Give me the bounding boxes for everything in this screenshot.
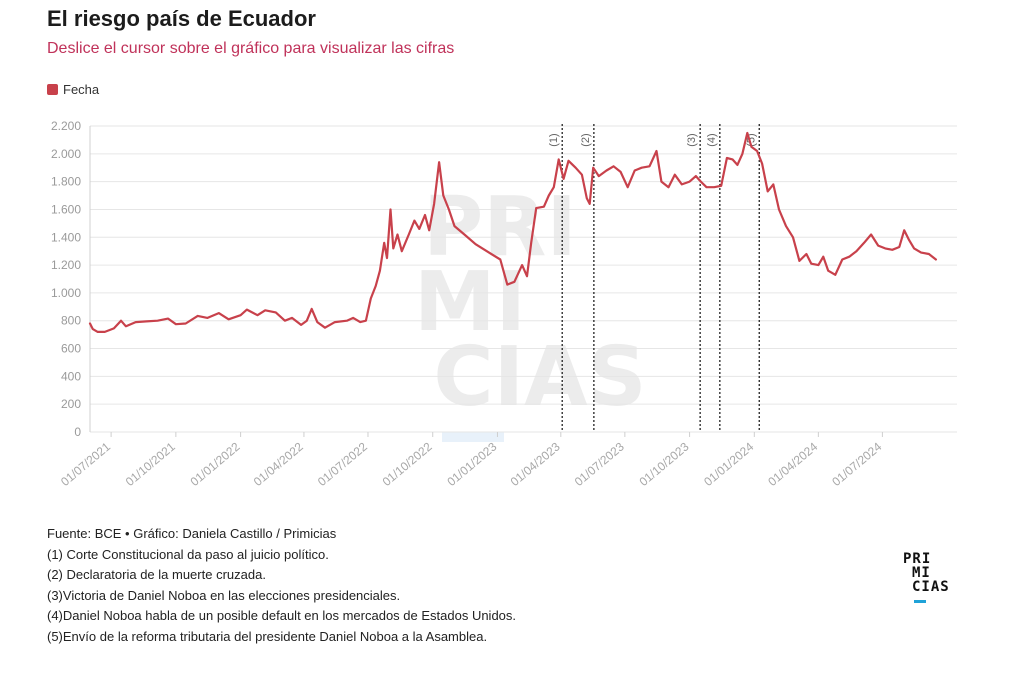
annotations: (1) (2) (3) (4) (5) — [548, 124, 760, 432]
logo-line-3: CIAS — [912, 579, 950, 595]
y-tick-label: 600 — [61, 342, 81, 356]
logo-line-2: MI — [912, 565, 931, 581]
logo-line-1: PRI — [903, 551, 932, 567]
footnote-4: (4)Daniel Noboa habla de un posible defa… — [47, 608, 517, 623]
logo-accent-bar — [914, 600, 926, 603]
x-tick-label: 01/07/2022 — [315, 439, 370, 489]
y-tick-label: 2.200 — [51, 119, 81, 133]
watermark-bar — [442, 432, 504, 442]
legend[interactable]: Fecha — [47, 82, 99, 97]
series[interactable] — [88, 131, 937, 333]
y-tick-label: 200 — [61, 397, 81, 411]
y-tick-label: 1.200 — [51, 258, 81, 272]
grid — [89, 125, 957, 433]
y-tick-label: 0 — [74, 425, 81, 439]
x-tick-label: 01/10/2023 — [636, 439, 691, 489]
x-tick-label: 01/04/2022 — [251, 439, 306, 489]
annotation-label: (1) — [548, 133, 560, 146]
chart-subtitle: Deslice el cursor sobre el gráfico para … — [47, 40, 455, 57]
annotation-label: (4) — [706, 133, 718, 146]
primicias-logo: PRI MI CIAS — [903, 552, 963, 594]
footnote-2: (2) Declaratoria de la muerte cruzada. — [47, 567, 266, 582]
source-note: Fuente: BCE • Gráfico: Daniela Castillo … — [47, 526, 337, 541]
y-tick-label: 400 — [61, 369, 81, 383]
y-tick-label: 1.000 — [51, 286, 81, 300]
chart-title: El riesgo país de Ecuador — [47, 6, 316, 31]
y-tick-label: 1.800 — [51, 175, 81, 189]
watermark-line-2: MI — [414, 255, 526, 350]
watermark-line-3: CIAS — [433, 330, 646, 425]
footnote-5: (5)Envío de la reforma tributaria del pr… — [47, 628, 488, 644]
x-tick-label: 01/04/2023 — [508, 439, 563, 489]
x-tick-label: 01/01/2022 — [188, 439, 243, 489]
x-tick-label: 01/10/2021 — [123, 439, 178, 489]
x-tick-label: 01/07/2024 — [829, 439, 884, 489]
x-tick-label: 01/10/2022 — [380, 439, 435, 489]
y-axis: 0 200 400 600 800 1.000 1.200 1.400 1.600 1.800 2.… — [51, 119, 81, 439]
legend-label: Fecha — [63, 82, 100, 97]
x-tick-label: 01/04/2024 — [765, 439, 820, 489]
y-tick-label: 1.400 — [51, 230, 81, 244]
y-tick-label: 800 — [61, 314, 81, 328]
y-tick-label: 1.600 — [51, 202, 81, 216]
footnote-3: (3)Victoria de Daniel Noboa en las elecc… — [47, 587, 401, 603]
y-tick-label: 2.000 — [51, 147, 81, 161]
x-tick-label: 01/07/2023 — [572, 439, 627, 489]
x-tick-label: 01/01/2024 — [701, 439, 756, 489]
footnote-1: (1) Corte Constitucional da paso al juic… — [47, 546, 329, 562]
x-tick-label: 01/07/2021 — [58, 439, 113, 489]
series-line[interactable] — [88, 131, 937, 333]
footnotes: Fuente: BCE • Gráfico: Daniela Castillo … — [47, 524, 516, 647]
annotation-label: (2) — [580, 133, 592, 146]
annotation-label: (3) — [686, 133, 698, 146]
legend-swatch — [47, 84, 58, 95]
x-tick-label: 01/01/2023 — [444, 439, 499, 489]
